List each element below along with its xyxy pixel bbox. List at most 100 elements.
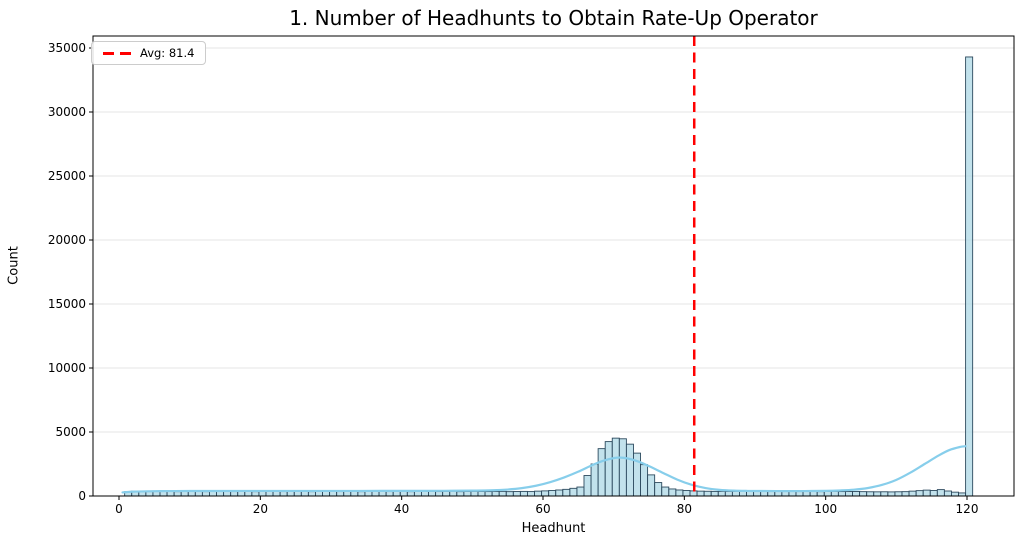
hist-bar	[710, 490, 719, 497]
x-tick-label: 60	[535, 502, 550, 516]
legend: Avg: 81.4	[91, 41, 207, 65]
hist-bar	[746, 491, 755, 497]
hist-bar	[527, 491, 535, 497]
legend-dashed-line-icon	[103, 51, 131, 55]
hist-bar	[837, 491, 846, 497]
hist-bar	[901, 491, 910, 497]
hist-bar	[866, 491, 875, 497]
chart-title: 1. Number of Headhunts to Obtain Rate-Up…	[289, 6, 818, 30]
y-tick-label: 25000	[48, 169, 86, 183]
hist-bar	[611, 437, 620, 497]
hist-bar	[357, 491, 366, 497]
hist-bar	[555, 489, 564, 497]
hist-bar	[251, 491, 260, 497]
hist-bar	[512, 491, 521, 497]
hist-bar	[943, 490, 952, 497]
hist-bar	[724, 491, 733, 497]
hist-bar	[618, 438, 627, 497]
y-tick-label: 15000	[48, 297, 86, 311]
kde-curve	[121, 445, 967, 494]
hist-bar	[470, 490, 479, 497]
hist-bar	[880, 491, 889, 497]
hist-bar	[922, 489, 931, 497]
y-axis-label: Count	[6, 246, 22, 285]
hist-bar	[350, 490, 359, 497]
hist-bar	[244, 491, 253, 497]
hist-bar	[823, 491, 832, 497]
y-tick-label: 20000	[48, 233, 86, 247]
hist-bar	[809, 491, 818, 497]
hist-bar	[936, 489, 945, 497]
hist-bar	[767, 491, 776, 497]
hist-bar	[583, 475, 592, 497]
hist-bar	[703, 490, 712, 497]
hist-bar	[873, 491, 882, 497]
hist-bar	[682, 490, 691, 497]
hist-bar	[675, 489, 684, 497]
hist-bar	[216, 491, 225, 497]
x-tick-label: 40	[394, 502, 409, 516]
hist-bar	[802, 491, 811, 497]
hist-bar	[569, 487, 578, 497]
plot-border	[92, 35, 1015, 497]
hist-bar	[689, 490, 698, 497]
hist-bar	[696, 490, 705, 497]
hist-bar	[859, 491, 868, 497]
hist-bar	[654, 482, 663, 497]
hist-bar	[484, 491, 493, 497]
y-tick-label: 10000	[48, 361, 86, 375]
hist-bar	[223, 490, 232, 497]
hist-bar	[180, 491, 189, 497]
x-tick-label: 0	[115, 502, 123, 516]
hist-bar	[258, 490, 267, 497]
hist-bar	[378, 490, 387, 497]
hist-bar	[717, 490, 726, 497]
hist-bar	[279, 491, 288, 497]
hist-bar	[201, 491, 210, 497]
hist-bar	[541, 490, 550, 497]
hist-bar	[845, 491, 853, 497]
x-tick-label: 120	[956, 502, 979, 516]
hist-bar	[336, 491, 345, 497]
hist-bar	[343, 491, 352, 497]
hist-bar	[668, 488, 677, 497]
hist-bar	[852, 491, 861, 497]
hist-bar	[562, 488, 571, 497]
legend-label: Avg: 81.4	[140, 46, 195, 60]
hist-bar	[421, 491, 429, 497]
hist-bar	[640, 464, 649, 497]
hist-bar	[498, 490, 507, 497]
hist-bar	[194, 491, 203, 497]
hist-bar	[951, 491, 959, 497]
hist-bar	[307, 491, 316, 497]
hist-bar	[385, 491, 394, 497]
x-tick-label: 100	[814, 502, 837, 516]
hist-bar	[173, 491, 182, 497]
y-tick-label: 0	[78, 489, 86, 503]
hist-bar	[816, 491, 825, 497]
hist-bar	[830, 490, 839, 497]
hist-bar	[576, 486, 585, 497]
hist-bar	[590, 463, 599, 497]
hist-bar	[647, 474, 656, 497]
hist-bar	[505, 491, 514, 497]
hist-bar	[329, 491, 338, 497]
hist-bar	[286, 491, 295, 497]
x-tick-label: 20	[253, 502, 268, 516]
hist-bar	[406, 491, 415, 497]
hist-bar	[449, 490, 458, 497]
hist-bar	[230, 491, 239, 497]
hist-bar	[731, 490, 740, 497]
hist-bar	[915, 490, 924, 497]
hist-bar	[477, 491, 486, 497]
hist-bar	[300, 491, 309, 497]
hist-bar	[795, 491, 804, 497]
hist-bar	[442, 491, 451, 497]
hist-bar	[265, 491, 274, 497]
hist-bar	[519, 490, 528, 497]
hist-bar	[604, 441, 613, 497]
hist-bar	[491, 491, 500, 497]
x-tick-label: 80	[677, 502, 692, 516]
